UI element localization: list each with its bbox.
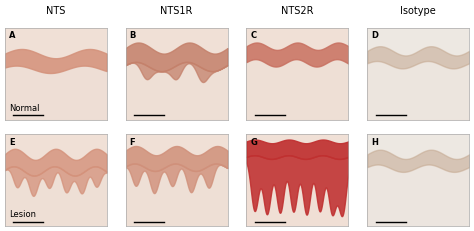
Text: A: A <box>9 31 15 40</box>
Text: G: G <box>251 138 257 147</box>
Text: NTS1R: NTS1R <box>160 6 193 16</box>
Text: Isotype: Isotype <box>401 6 436 16</box>
Text: D: D <box>372 31 378 40</box>
Text: H: H <box>372 138 378 147</box>
Text: F: F <box>130 138 135 147</box>
Text: NTS2R: NTS2R <box>281 6 314 16</box>
Text: E: E <box>9 138 14 147</box>
Text: Normal: Normal <box>9 104 39 113</box>
Text: Lesion: Lesion <box>9 210 36 219</box>
Text: C: C <box>251 31 257 40</box>
Text: B: B <box>130 31 136 40</box>
Text: NTS: NTS <box>46 6 65 16</box>
